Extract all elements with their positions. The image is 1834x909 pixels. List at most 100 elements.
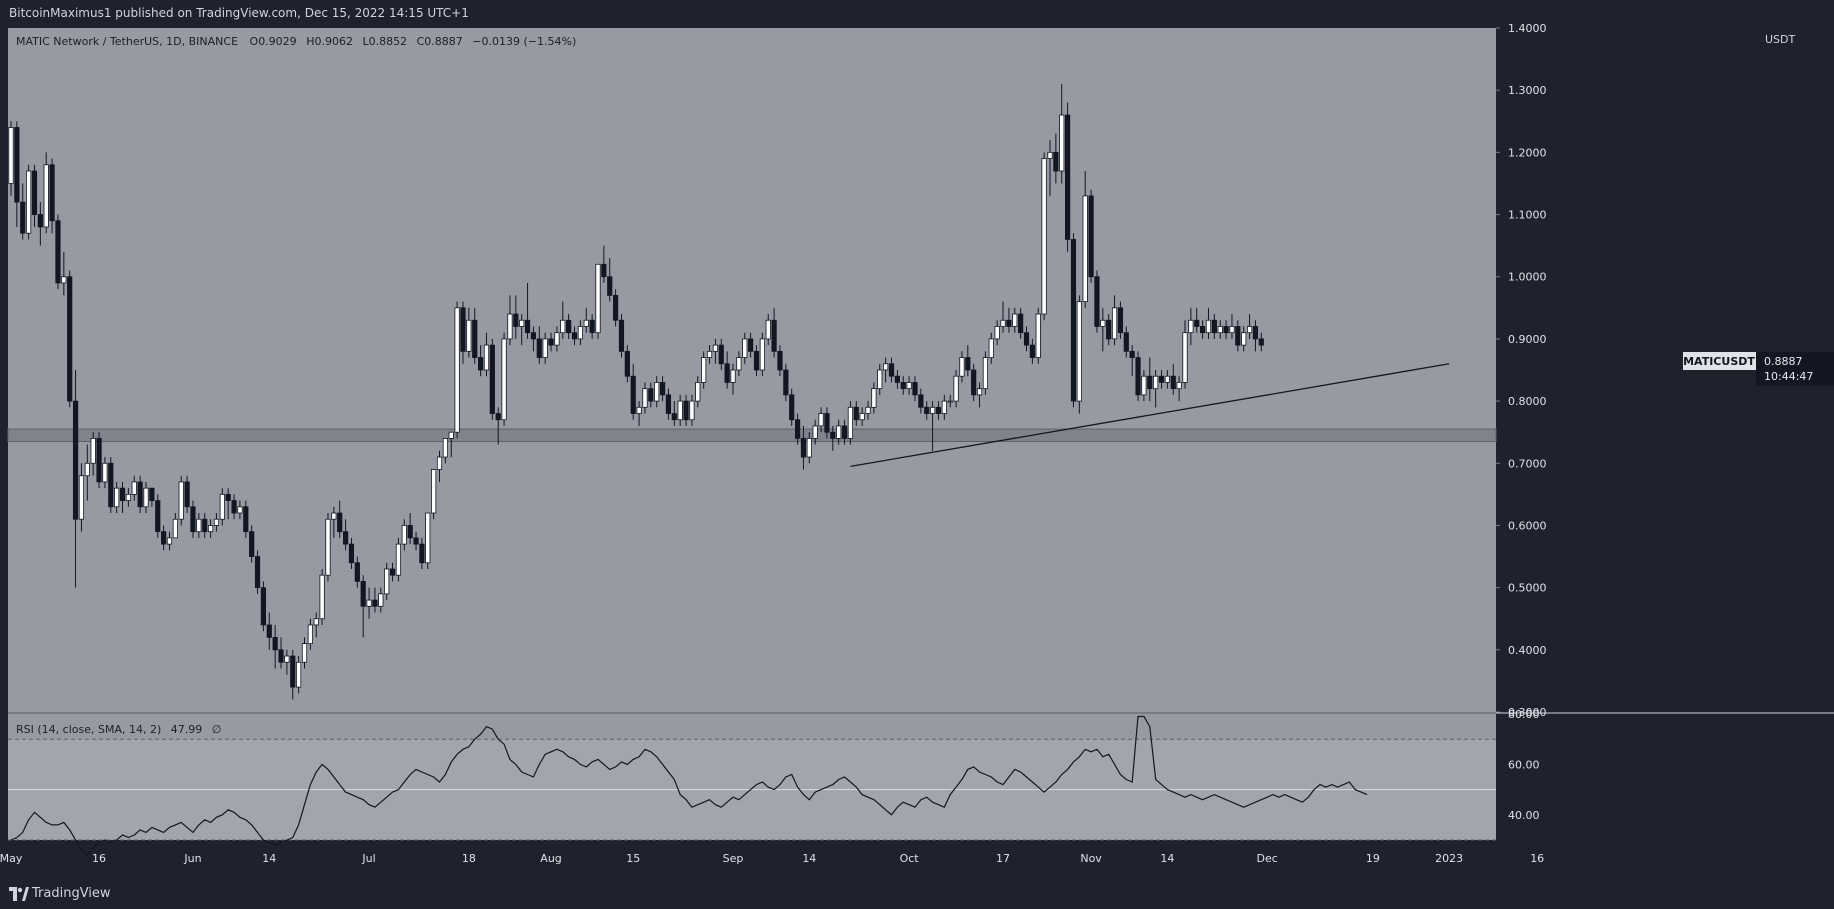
candle [90,432,96,476]
candle-body-up [78,475,85,520]
candle-body-down [472,319,478,358]
candle [1094,270,1100,333]
candle-body-down [1123,332,1129,352]
candle [618,314,625,358]
candle [207,519,214,538]
candle-body-down [137,481,143,508]
candle-body-down [67,276,73,402]
candle-body-down [1065,114,1071,240]
time-tick-label: 16 [92,852,106,865]
candle [888,357,895,383]
candle [8,121,14,196]
candle-body-up [577,326,583,340]
candle-body-up [213,518,220,526]
candle-body-down [1158,375,1165,383]
candle-body-up [871,388,877,408]
candle-body-up [836,425,842,439]
candle-body-down [1094,276,1100,327]
candle [965,345,971,377]
candle-body-up [1188,319,1194,334]
candle-body-up [114,487,120,508]
candle [1117,301,1124,339]
pair-name: MATIC Network / TetherUS, 1D, BINANCE [16,35,238,48]
price-tag: 0.8887 [1764,355,1803,368]
candle-body-down [1135,357,1141,396]
candle [830,425,836,451]
candle [495,407,501,445]
candle-body-up [61,276,67,284]
candle-body-down [260,587,267,626]
candle [301,637,308,669]
support-zone [7,428,1497,443]
candle [871,382,877,414]
candle-body-down [536,338,542,358]
candle [577,320,583,346]
candle-body-up [102,462,108,483]
candle [290,649,296,700]
candle-body-down [278,649,284,663]
candle [542,332,548,364]
candle [477,345,484,377]
candle [1147,357,1153,402]
candle [935,401,942,420]
rsi-tick-label: 60.00 [1508,758,1540,771]
candle [706,345,713,364]
rsi-value: 47.99 [171,723,203,736]
candle-body-up [1082,195,1088,303]
candle [296,656,302,694]
candle [108,457,114,514]
candle [237,500,243,520]
candle-body-down [1117,307,1124,334]
candle [260,581,267,632]
time-tick-label: 19 [1366,852,1380,865]
candle [601,245,607,283]
candle-body-up [1076,301,1082,402]
candle-body-up [812,425,818,439]
candle-body-up [196,518,202,533]
candle-body-down [37,214,43,228]
candle [507,295,513,346]
candle-body-down [1194,319,1200,327]
candle-body-down [1170,375,1176,390]
candle [1053,133,1059,184]
candle [395,537,402,582]
candle-body-up [982,357,989,390]
candle [1000,301,1006,333]
candle-body-up [1111,307,1118,340]
candle [1176,376,1182,402]
candle [524,282,531,339]
candle-body-up [560,319,566,334]
candle-body-down [495,413,501,421]
candle-body-up [1164,375,1170,383]
candle-body-up [1059,114,1065,172]
candle [783,363,789,402]
candle-body-down [648,388,654,402]
candle [1200,320,1206,339]
candle [84,444,90,501]
candle-body-up [1153,375,1159,390]
candle-body-down [231,500,237,514]
candle-body-up [442,437,448,458]
candle [953,370,959,408]
candle [971,363,977,402]
rsi-tick-label: 40.00 [1508,809,1540,822]
candle-body-down [530,332,537,340]
candle-body-up [554,332,560,346]
candle [806,432,812,464]
candle [1153,370,1159,408]
candle [583,307,589,333]
price-axis[interactable] [1496,28,1834,840]
candle [636,401,642,426]
candle-body-up [1241,332,1247,346]
candle-body-up [431,469,437,514]
candle [519,314,525,346]
support-trendline[interactable] [850,363,1450,468]
candle [1170,363,1176,395]
price-pane[interactable] [8,28,1496,712]
candle [1217,320,1223,339]
candle [976,382,983,408]
time-axis[interactable] [8,840,1496,868]
candle-body-up [501,338,507,421]
candle-body-down [1029,344,1035,358]
